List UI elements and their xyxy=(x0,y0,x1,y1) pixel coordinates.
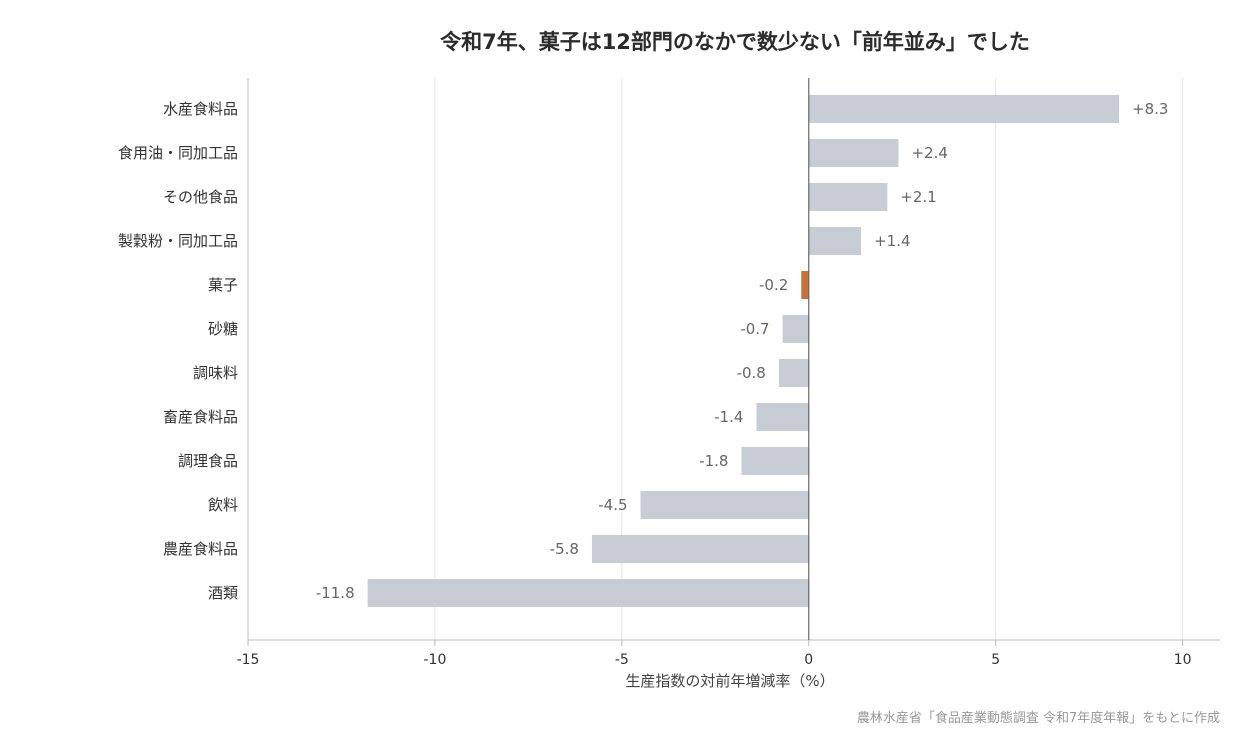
category-label: 調味料 xyxy=(193,364,238,382)
value-label: -0.2 xyxy=(759,276,788,294)
category-label: 調理食品 xyxy=(178,452,238,470)
x-tick-label: 0 xyxy=(804,652,813,668)
source-note: 農林水産省「食品産業動態調査 令和7年度年報」をもとに作成 xyxy=(857,710,1220,726)
value-label: -1.4 xyxy=(714,408,743,426)
bar xyxy=(640,491,809,519)
category-label: 食用油・同加工品 xyxy=(118,144,238,162)
category-label: 製穀粉・同加工品 xyxy=(118,232,238,250)
x-tick-label: -15 xyxy=(237,652,260,668)
bar xyxy=(808,183,888,211)
value-label: -11.8 xyxy=(316,584,355,602)
bar xyxy=(808,95,1120,123)
value-label: +2.4 xyxy=(911,144,947,162)
category-label: その他食品 xyxy=(163,188,238,206)
bar xyxy=(778,359,809,387)
bar xyxy=(756,403,809,431)
labels: -15 -10 -5 0 5 10 水産食料品 +8.3 食用油・同加工品 +2.4 その他食品 +2… xyxy=(118,100,1192,668)
x-tick-label: 10 xyxy=(1174,652,1192,668)
category-label: 酒類 xyxy=(208,584,238,602)
bar-highlight xyxy=(801,271,809,299)
category-label: 畜産食料品 xyxy=(163,408,238,426)
x-tick-label: 5 xyxy=(991,652,1000,668)
bar xyxy=(367,579,809,607)
x-tick-label: -10 xyxy=(423,652,446,668)
axes xyxy=(247,78,1220,646)
category-label: 菓子 xyxy=(208,276,238,294)
category-label: 砂糖 xyxy=(208,320,238,338)
bar xyxy=(741,447,809,475)
value-label: -0.8 xyxy=(737,364,766,382)
value-label: -0.7 xyxy=(740,320,769,338)
bar xyxy=(782,315,809,343)
value-label: +1.4 xyxy=(874,232,910,250)
value-label: +8.3 xyxy=(1132,100,1168,118)
bar xyxy=(591,535,809,563)
bar xyxy=(808,227,862,255)
value-label: -5.8 xyxy=(550,540,579,558)
x-axis-title: 生産指数の対前年増減率（%） xyxy=(625,672,834,690)
value-label: -1.8 xyxy=(699,452,728,470)
value-label: +2.1 xyxy=(900,188,936,206)
bar xyxy=(808,139,899,167)
bars xyxy=(367,95,1120,607)
category-label: 飲料 xyxy=(208,496,238,514)
value-label: -4.5 xyxy=(598,496,627,514)
category-label: 農産食料品 xyxy=(163,540,238,558)
x-tick-label: -5 xyxy=(615,652,629,668)
chart-title: 令和7年、菓子は12部門のなかで数少ない「前年並み」でした xyxy=(440,30,1030,54)
category-label: 水産食料品 xyxy=(163,100,238,118)
